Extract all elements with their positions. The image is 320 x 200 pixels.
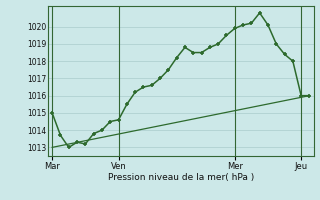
X-axis label: Pression niveau de la mer( hPa ): Pression niveau de la mer( hPa ): [108, 173, 254, 182]
